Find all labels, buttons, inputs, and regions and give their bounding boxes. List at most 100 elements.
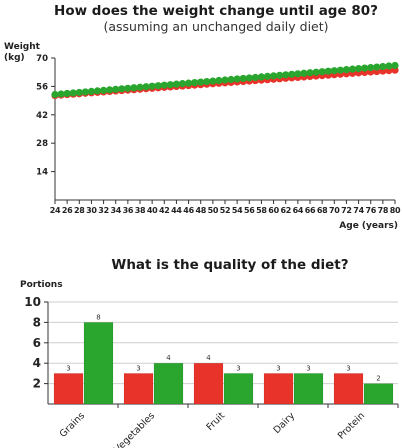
series-point (312, 68, 320, 76)
x-tick-label: 28 (74, 206, 85, 215)
bar (53, 373, 84, 405)
series-point (227, 75, 235, 84)
series-point (233, 75, 241, 83)
bar-data-label: 8 (96, 313, 100, 321)
series-point (379, 62, 387, 71)
series-point (69, 89, 77, 97)
series-point (263, 72, 272, 80)
x-tick-label: 72 (341, 206, 352, 215)
x-tick-label: 58 (256, 206, 267, 215)
bar-data-label: 2 (376, 375, 380, 383)
series-point (215, 76, 223, 85)
series-point (209, 77, 217, 85)
series-point (160, 81, 168, 89)
series-point (276, 71, 284, 79)
x-tick-label: 46 (183, 206, 194, 215)
series-point (342, 66, 351, 74)
line-chart-ylabel: Weight (kg) (4, 42, 41, 63)
series-point (203, 77, 211, 86)
series-point (81, 88, 89, 96)
series-point (178, 80, 187, 88)
y-tick-label: 70 (36, 54, 48, 64)
x-tick-label: 76 (365, 206, 376, 215)
bar (83, 322, 114, 405)
bar (333, 373, 364, 405)
series-point (93, 87, 102, 95)
bar (123, 373, 154, 405)
series-point (361, 64, 369, 72)
series-point (172, 80, 181, 88)
x-tick-label: 78 (378, 206, 389, 215)
series-point (166, 81, 174, 89)
series-point (197, 78, 205, 86)
series-point (191, 79, 199, 87)
bar-data-label: 3 (136, 364, 140, 372)
x-tick-label: 40 (147, 206, 158, 215)
series-point (221, 76, 229, 84)
category-label: Fruit (204, 410, 227, 433)
x-tick-label: 60 (268, 206, 279, 215)
y-tick-label: 10 (24, 295, 41, 309)
x-tick-label: 36 (123, 206, 134, 215)
x-tick-label: 66 (305, 206, 316, 215)
series-point (391, 61, 399, 70)
line-chart-title: How does the weight change until age 80? (54, 3, 378, 19)
x-tick-label: 48 (195, 206, 206, 215)
y-tick-label: 56 (36, 82, 48, 92)
y-tick-label: 2 (33, 377, 41, 391)
x-tick-label: 74 (353, 206, 364, 215)
series-point (75, 88, 83, 97)
bar (363, 383, 394, 405)
series-point (57, 90, 65, 98)
bar-data-label: 3 (276, 364, 280, 372)
bar (223, 373, 254, 405)
bar-data-label: 3 (306, 364, 310, 372)
series-point (330, 67, 338, 75)
line-chart-subtitle: (assuming an unchanged daily diet) (103, 19, 328, 34)
x-tick-label: 50 (208, 206, 219, 215)
y-tick-label: 42 (36, 111, 48, 121)
bar (293, 373, 324, 405)
series-point (124, 84, 132, 92)
x-tick-label: 44 (171, 206, 182, 215)
bar-chart-ylabel: Portions (20, 280, 63, 290)
x-tick-label: 26 (62, 206, 73, 215)
x-tick-label: 52 (220, 206, 231, 215)
series-point (324, 67, 332, 75)
category-label: Grains (58, 410, 88, 440)
series-point (130, 84, 138, 92)
y-tick-label: 8 (33, 315, 41, 329)
series-point (239, 74, 247, 83)
series-point (142, 83, 150, 91)
y-tick-label: 4 (33, 356, 41, 370)
bar (193, 362, 224, 405)
bar-chart-title: What is the quality of the diet? (111, 257, 348, 273)
series-point (245, 74, 253, 82)
x-tick-label: 64 (293, 206, 304, 215)
series-point (87, 87, 96, 96)
category-label: Vegetables (112, 410, 157, 448)
x-tick-label: 70 (329, 206, 340, 215)
series-point (136, 83, 144, 91)
series-point (306, 69, 314, 77)
series-point (51, 90, 59, 99)
series-point (348, 65, 357, 73)
series-point (63, 89, 71, 98)
x-tick-label: 24 (50, 206, 61, 215)
y-tick-label: 6 (33, 336, 41, 350)
series-point (257, 73, 266, 81)
series-point (300, 69, 308, 77)
series-point (251, 73, 259, 82)
line-chart-xlabel: Age (years) (339, 221, 398, 231)
series-point (373, 63, 381, 71)
x-tick-label: 42 (159, 206, 170, 215)
series-point (294, 70, 302, 78)
bar (153, 362, 184, 405)
series-point (269, 72, 278, 80)
bar-data-label: 4 (206, 354, 211, 362)
series-point (354, 65, 363, 73)
series-point (318, 68, 326, 76)
x-tick-label: 38 (135, 206, 146, 215)
